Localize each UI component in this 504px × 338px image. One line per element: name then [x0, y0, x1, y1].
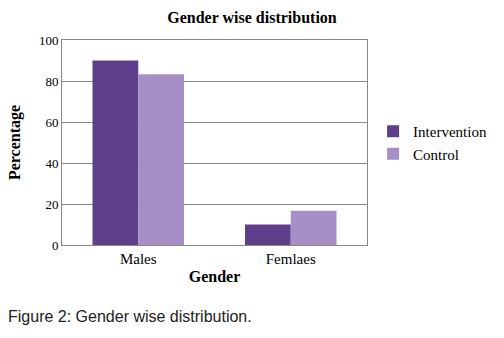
svg-text:100: 100	[39, 33, 59, 48]
svg-text:Gender wise distribution: Gender wise distribution	[167, 9, 337, 26]
svg-text:80: 80	[45, 74, 58, 89]
svg-text:Femlaes: Femlaes	[266, 251, 316, 267]
svg-text:60: 60	[45, 115, 58, 130]
svg-text:Intervention: Intervention	[413, 124, 487, 140]
html-text:Figure 2: Gender wise distribu: Figure 2: Gender wise distribution.	[8, 308, 252, 325]
svg-text:Control: Control	[413, 147, 459, 163]
svg-text:40: 40	[45, 156, 58, 171]
svg-text:Gender: Gender	[189, 268, 241, 285]
svg-text:Percentage: Percentage	[6, 105, 24, 180]
svg-text:Males: Males	[120, 251, 157, 267]
svg-text:20: 20	[45, 197, 58, 212]
svg-text:0: 0	[52, 238, 59, 253]
